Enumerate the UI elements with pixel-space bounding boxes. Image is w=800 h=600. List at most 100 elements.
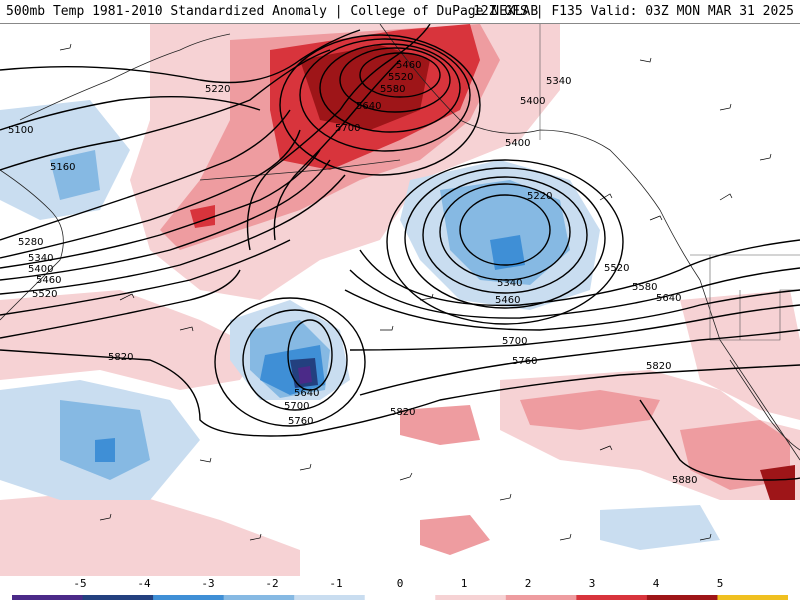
colorbar-label: -2: [265, 577, 279, 590]
colorbar-label: 2: [524, 577, 532, 590]
contour-ridge: [273, 59, 401, 241]
contour-label: 5640: [356, 101, 381, 112]
contour-5520: [0, 174, 346, 295]
contour-label: 5340: [28, 253, 53, 264]
contour-label: 5760: [288, 416, 313, 427]
contour-label: 5580: [380, 84, 405, 95]
wind-barb: [599, 193, 613, 201]
anomaly-cold-region: [490, 235, 525, 270]
anomaly-warm-region: [520, 390, 660, 430]
contour-5100: [0, 95, 261, 131]
contour-label: 5820: [390, 407, 415, 418]
contour-label: 5760: [512, 356, 537, 367]
colorbar-segment: [717, 595, 788, 600]
contour-label: 5820: [108, 352, 133, 363]
contour-label: 5700: [502, 336, 527, 347]
wind-barb: [499, 493, 512, 501]
product-title: 500mb Temp 1981-2010 Standardized Anomal…: [6, 4, 539, 19]
wind-barb: [380, 325, 394, 331]
contour-label: 5220: [527, 191, 552, 202]
wind-barb: [399, 472, 413, 481]
colorbar-segment: [153, 595, 225, 600]
wind-barb: [719, 193, 733, 201]
contour-5340-low: [422, 176, 588, 294]
contour-label: 5880: [672, 475, 697, 486]
colorbar-label: 1: [460, 577, 468, 590]
colorbar-label: -5: [73, 577, 87, 590]
map-svg: 5100 5160 5220 5280 5340 5400 5460 5520 …: [0, 24, 800, 576]
contour-label: 5460: [396, 60, 421, 71]
colorbar-label: -1: [329, 577, 343, 590]
wind-barb: [179, 326, 194, 332]
contour-label: 5400: [505, 138, 530, 149]
anomaly-cold-region: [50, 150, 100, 200]
contour-label: 5100: [8, 125, 33, 136]
contour-5400-low: [404, 167, 606, 309]
state-border: [709, 255, 800, 341]
contour-5760-cutoff: [214, 297, 366, 427]
contour-5400: [0, 149, 321, 269]
alaska-coastline: [379, 24, 661, 211]
colorbar-segment: [223, 595, 295, 600]
contour-label: 5700: [335, 123, 360, 134]
contour-5460-closed: [359, 52, 441, 98]
wind-barb: [599, 445, 613, 451]
contour-label: 5700: [284, 401, 309, 412]
contour-label: 5400: [28, 264, 53, 275]
contour-5820: [0, 349, 800, 437]
contour-label: 5460: [495, 295, 520, 306]
contour-5280-low: [439, 183, 571, 281]
anomaly-cold-region: [600, 505, 720, 550]
contour-5160: [0, 49, 331, 171]
contour-label: 5340: [497, 278, 522, 289]
contour-5640-cutoff: [287, 319, 333, 391]
contour-5460: [0, 159, 331, 281]
wind-barb: [649, 215, 663, 221]
colorbar-segment: [505, 595, 577, 600]
contour-5580: [0, 239, 291, 316]
anomaly-warm-region: [300, 45, 430, 130]
wind-barb: [299, 463, 312, 471]
colorbar-gradient: [12, 595, 788, 600]
anomaly-warm-region: [400, 405, 480, 445]
contour-label: 5340: [546, 76, 571, 87]
wind-barb: [719, 103, 732, 111]
contour-5340: [0, 129, 301, 259]
wind-barb: [199, 457, 212, 463]
wind-barb: [639, 57, 652, 63]
anomaly-warm-region: [420, 515, 490, 555]
wind-barb: [249, 533, 262, 541]
colorbar-segment: [646, 595, 718, 600]
contour-label: 5160: [50, 162, 75, 173]
contour-label: 5820: [646, 361, 671, 372]
anomaly-colorbar: -5 -4 -3 -2 -1 0 1 2 3 4 5: [0, 576, 800, 600]
contour-label: 5460: [36, 275, 61, 286]
wind-barb: [559, 533, 572, 541]
contour-5280: [0, 109, 291, 241]
contour-5760: [359, 329, 800, 396]
colorbar-segment: [294, 595, 366, 600]
contour-labels: 5100 5160 5220 5280 5340 5400 5460 5520 …: [8, 60, 697, 486]
wind-barb: [119, 293, 135, 301]
anomaly-warm-region: [760, 465, 795, 500]
wind-barb: [759, 153, 772, 161]
kamchatka-coastline: [19, 33, 231, 121]
contour-label: 5640: [656, 293, 681, 304]
contour-label: 5640: [294, 388, 319, 399]
asia-coastline: [0, 169, 64, 321]
contour-label: 5520: [388, 72, 413, 83]
anomaly-warm-region: [0, 290, 260, 390]
contour-5520-east: [359, 239, 800, 307]
contour-5220: [0, 29, 361, 84]
colorbar-label: 4: [652, 577, 660, 590]
anomaly-warm-region: [0, 490, 300, 576]
colorbar-label: -4: [137, 577, 151, 590]
wind-barbs: [59, 43, 772, 541]
contour-5580-closed: [319, 43, 461, 133]
colorbar-segment: [12, 595, 84, 600]
contour-label: 5520: [32, 289, 57, 300]
contour-5520-closed: [339, 47, 451, 113]
contour-5880: [639, 399, 800, 481]
contour-5700-cutoff: [242, 309, 348, 411]
baja-coastline: [729, 359, 800, 451]
